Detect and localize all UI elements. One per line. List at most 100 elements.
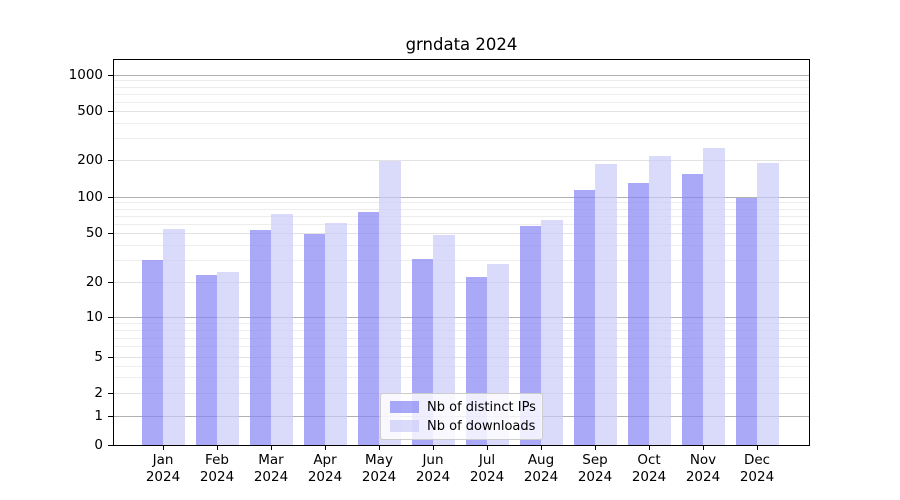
y-tick-label: 20 [85, 274, 103, 290]
gridline-minor [114, 260, 809, 262]
bar [595, 164, 617, 445]
x-tick-label-month: Oct [637, 452, 661, 468]
x-tick-label: Mar 2024 [239, 452, 303, 485]
x-tick-mark [163, 446, 164, 450]
x-tick-mark [325, 446, 326, 450]
gridline-major [114, 317, 809, 318]
x-tick-label-year: 2024 [523, 468, 559, 485]
x-tick-label-year: 2024 [739, 468, 775, 485]
bar [163, 229, 185, 445]
gridline [114, 357, 809, 358]
legend-entry: Nb of downloads [390, 418, 536, 434]
y-tick-mark [108, 445, 113, 446]
x-tick-label-year: 2024 [145, 468, 181, 485]
x-tick-mark [595, 446, 596, 450]
x-tick-label: Jul 2024 [455, 452, 519, 485]
gridline-minor [114, 101, 809, 103]
gridline [114, 282, 809, 283]
gridline-minor [114, 202, 809, 204]
legend-label: Nb of distinct IPs [427, 399, 536, 415]
plot-area: Nb of distinct IPs Nb of downloads [113, 59, 810, 446]
gridline-minor [114, 138, 809, 140]
gridline-minor [114, 323, 809, 325]
bar [141, 260, 163, 445]
bar [217, 272, 239, 445]
y-tick-label: 500 [77, 103, 103, 119]
gridline-major [114, 75, 809, 76]
x-tick-mark [757, 446, 758, 450]
gridline-major [114, 197, 809, 198]
x-tick-label-month: Mar [258, 452, 284, 468]
bar [757, 162, 779, 445]
bar [573, 189, 595, 445]
y-tick-mark [108, 416, 113, 417]
bar [249, 229, 271, 445]
gridline-minor [114, 208, 809, 210]
bar [325, 222, 347, 445]
gridline [114, 160, 809, 161]
y-tick-mark [108, 160, 113, 161]
bar [703, 148, 725, 445]
gridline-minor [114, 215, 809, 217]
gridline-minor [114, 337, 809, 339]
gridline-minor [114, 80, 809, 82]
y-tick-label: 0 [94, 437, 103, 453]
gridline [114, 111, 809, 112]
legend-swatch [390, 420, 419, 432]
x-tick-mark [271, 446, 272, 450]
x-tick-mark [433, 446, 434, 450]
x-tick-label-year: 2024 [577, 468, 613, 485]
y-tick-label: 1000 [68, 67, 103, 83]
x-tick-label: Feb 2024 [185, 452, 249, 485]
x-tick-label-month: Jul [478, 452, 496, 468]
y-tick-mark [108, 393, 113, 394]
y-tick-label: 50 [85, 225, 103, 241]
y-tick-mark [108, 357, 113, 358]
y-tick-mark [108, 75, 113, 76]
x-tick-label: Jun 2024 [401, 452, 465, 485]
legend-entry: Nb of distinct IPs [390, 399, 536, 415]
legend: Nb of distinct IPs Nb of downloads [380, 393, 543, 440]
gridline [114, 233, 809, 234]
x-tick-mark [703, 446, 704, 450]
x-tick-label-month: Dec [743, 452, 771, 468]
legend-label: Nb of downloads [427, 418, 536, 434]
x-tick-label: Apr 2024 [293, 452, 357, 485]
bar [519, 226, 541, 445]
bar [433, 235, 455, 445]
x-tick-label-year: 2024 [631, 468, 667, 485]
bar [627, 182, 649, 445]
x-tick-label-month: Jan [152, 452, 174, 468]
bar [541, 220, 563, 445]
bar [271, 214, 293, 445]
y-tick-mark [108, 111, 113, 112]
bar [303, 234, 325, 445]
x-tick-label: Jan 2024 [131, 452, 195, 485]
x-tick-label-year: 2024 [415, 468, 451, 485]
x-tick-mark [541, 446, 542, 450]
bar [195, 274, 217, 445]
x-tick-label: Sep 2024 [563, 452, 627, 485]
x-tick-label-month: Nov [689, 452, 717, 468]
gridline-minor [114, 93, 809, 95]
y-tick-label: 1 [94, 408, 103, 424]
x-tick-label-year: 2024 [361, 468, 397, 485]
x-tick-label-month: Feb [205, 452, 229, 468]
gridline-minor [114, 365, 809, 367]
x-tick-label: Aug 2024 [509, 452, 573, 485]
gridline-minor [114, 346, 809, 348]
x-tick-mark [649, 446, 650, 450]
x-tick-label-year: 2024 [307, 468, 343, 485]
y-tick-mark [108, 317, 113, 318]
x-tick-label-year: 2024 [199, 468, 235, 485]
x-tick-label-month: Aug [527, 452, 555, 468]
x-tick-label-month: Sep [582, 452, 608, 468]
gridline-minor [114, 329, 809, 331]
x-tick-label-month: Apr [313, 452, 337, 468]
y-tick-label: 200 [77, 152, 103, 168]
bar [735, 198, 757, 445]
y-tick-label: 2 [94, 385, 103, 401]
y-tick-label: 10 [85, 309, 103, 325]
x-tick-label-year: 2024 [253, 468, 289, 485]
y-tick-mark [108, 282, 113, 283]
